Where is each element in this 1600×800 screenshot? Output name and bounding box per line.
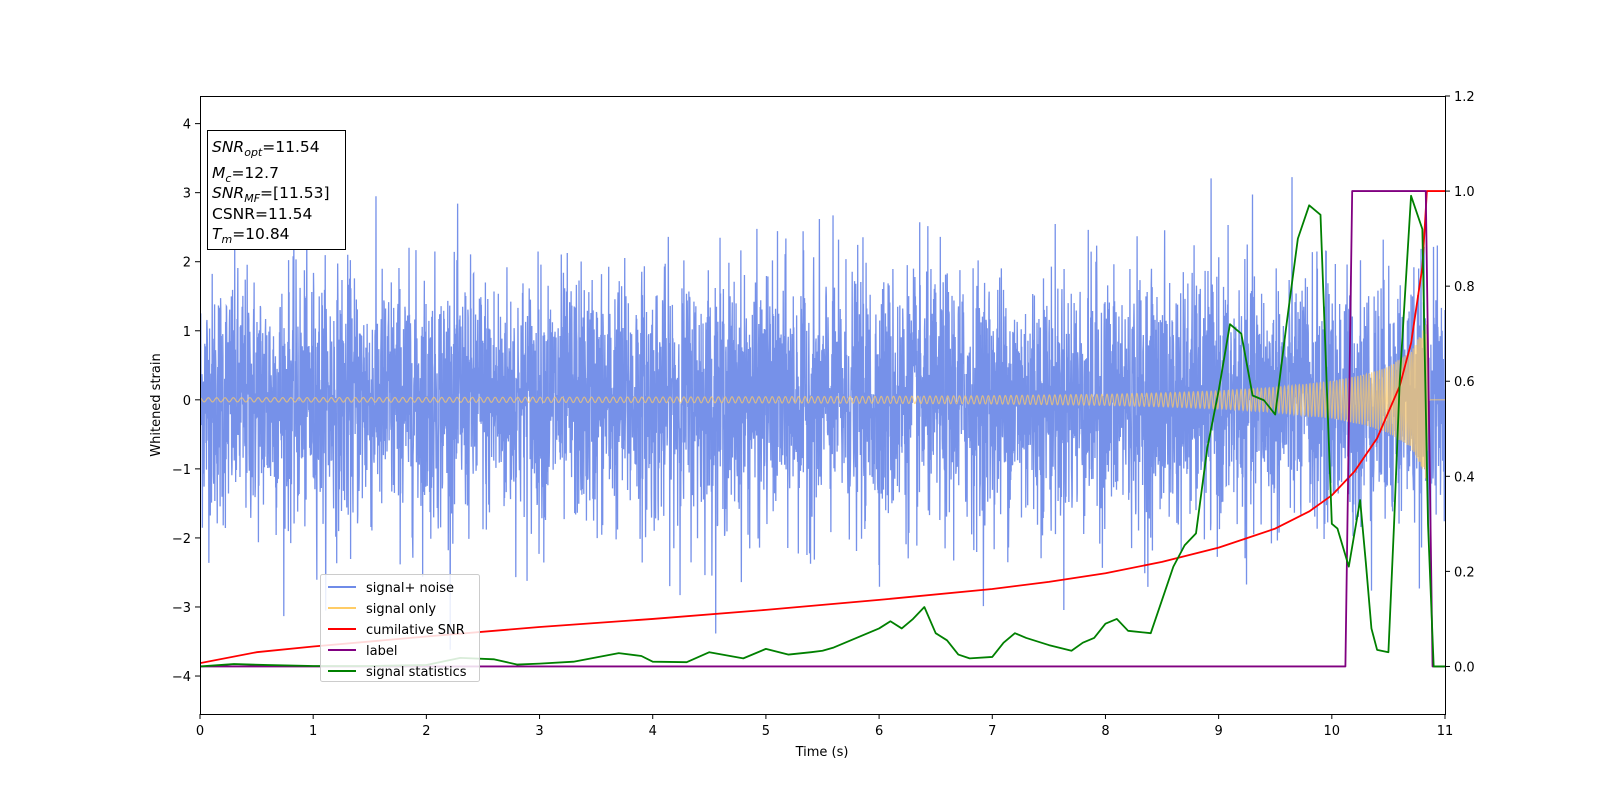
x-tick-label: 7 <box>988 724 996 739</box>
x-tick-label: 8 <box>1101 724 1109 739</box>
x-tick-label: 11 <box>1437 724 1454 739</box>
y2-tick-label: 0.2 <box>1454 565 1475 580</box>
y-axis-right: 0.0 0.2 0.4 0.6 0.8 1.0 1.2 <box>1445 90 1475 675</box>
snr-mf-text: SNRMF=[11.53] <box>212 184 330 205</box>
series-signal-plus-noise <box>200 177 1445 650</box>
csnr-text: CSNR=11.54 <box>212 205 312 223</box>
x-tick-label: 1 <box>309 724 317 739</box>
x-tick-label: 2 <box>422 724 430 739</box>
x-tick-label: 9 <box>1214 724 1222 739</box>
info-box-frame <box>207 130 346 250</box>
y-tick-label: −3 <box>172 601 191 616</box>
y-axis-left: −4 −3 −2 −1 0 1 2 3 4 <box>172 118 200 685</box>
legend: signal+ noise signal only cumilative SNR la… <box>320 574 480 682</box>
plot-frame <box>200 96 1446 715</box>
x-tick-label: 5 <box>762 724 770 739</box>
x-tick-label: 4 <box>649 724 657 739</box>
y2-tick-label: 0.4 <box>1454 470 1475 485</box>
legend-label: signal only <box>366 602 436 617</box>
y-tick-label: −4 <box>172 670 191 685</box>
info-box: SNRopt=11.54 Mc=12.7 SNRMF=[11.53] CSNR=… <box>207 130 346 250</box>
y-tick-label: −2 <box>172 532 191 547</box>
y-tick-label: 1 <box>183 325 191 340</box>
x-tick-label: 6 <box>875 724 883 739</box>
y2-tick-label: 0.8 <box>1454 280 1475 295</box>
series-signal-only <box>200 320 1445 481</box>
legend-label: signal statistics <box>366 665 467 680</box>
x-tick-label: 0 <box>196 724 204 739</box>
legend-label: signal+ noise <box>366 581 454 596</box>
x-tick-label: 10 <box>1324 724 1341 739</box>
y-tick-label: 4 <box>183 118 191 133</box>
y2-tick-label: 0.0 <box>1454 660 1475 675</box>
y-tick-label: 0 <box>183 394 191 409</box>
y2-tick-label: 1.2 <box>1454 90 1475 105</box>
y-tick-label: −1 <box>172 463 191 478</box>
series-layer <box>200 177 1445 668</box>
snr-opt-text: SNRopt=11.54 <box>212 138 320 159</box>
y2-tick-label: 0.6 <box>1454 375 1475 390</box>
series-signal-statistics <box>200 194 1445 668</box>
tm-text: Tm=10.84 <box>212 225 290 246</box>
mc-text: Mc=12.7 <box>212 164 279 185</box>
legend-frame <box>320 574 480 682</box>
x-axis: 0 1 2 3 4 5 6 7 8 9 10 11 <box>196 714 1453 739</box>
y-axis-label: Whitened strain <box>149 353 164 456</box>
legend-label: label <box>366 644 397 659</box>
y-tick-label: 2 <box>183 256 191 271</box>
series-cumilative-snr <box>200 190 1445 665</box>
y2-tick-label: 1.0 <box>1454 185 1475 200</box>
x-axis-label: Time (s) <box>795 745 849 760</box>
legend-label: cumilative SNR <box>366 623 465 638</box>
y-tick-label: 3 <box>183 187 191 202</box>
x-tick-label: 3 <box>535 724 543 739</box>
